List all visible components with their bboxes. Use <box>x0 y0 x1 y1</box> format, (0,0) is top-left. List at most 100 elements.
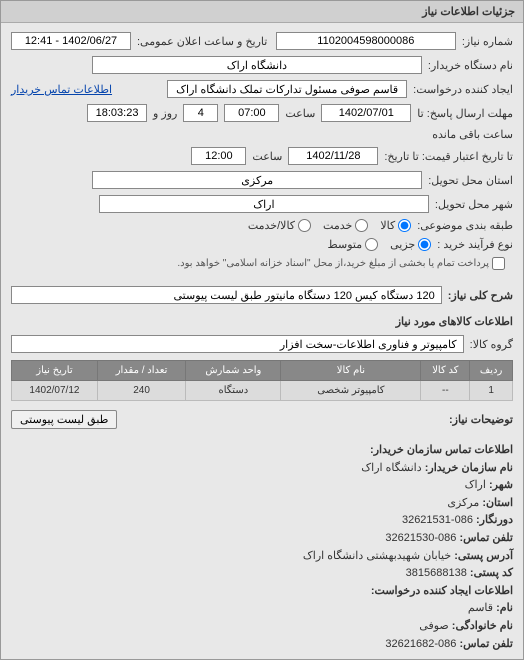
days-left-input[interactable] <box>183 104 218 122</box>
explain-label: توضیحات نیاز: <box>449 413 513 426</box>
contact-block: اطلاعات تماس سازمان خریدار: نام سازمان خ… <box>11 442 513 653</box>
remain-time-input[interactable] <box>87 104 147 122</box>
proc-partial-option[interactable]: جزیی <box>390 238 431 251</box>
proc-partial-label: جزیی <box>390 238 415 251</box>
number-label: شماره نیاز: <box>462 35 513 48</box>
th-code: کد کالا <box>421 361 470 381</box>
row-deadline: مهلت ارسال پاسخ: تا ساعت روز و ساعت باقی… <box>11 101 513 144</box>
row-validity: تا تاریخ اعتبار قیمت: تا تاریخ: ساعت <box>11 144 513 168</box>
contact-org-row: نام سازمان خریدار: دانشگاه اراک <box>11 460 513 478</box>
contact-fax-label: دورنگار: <box>476 514 513 526</box>
contact-city-value: اراک <box>465 479 486 491</box>
goods-table: ردیف کد کالا نام کالا واحد شمارش تعداد /… <box>11 360 513 401</box>
row-explain: توضیحات نیاز: طبق لیست پیوستی <box>11 407 513 432</box>
proc-note-label: پرداخت تمام یا بخشی از مبلغ خرید،از محل … <box>177 258 489 269</box>
cat-service-radio[interactable] <box>355 219 368 232</box>
contact-rphone-value: 086-32621682 <box>385 638 456 650</box>
deadline-date-input[interactable] <box>321 104 411 122</box>
contact-province-label: استان: <box>482 497 513 509</box>
validity-label: تا تاریخ اعتبار قیمت: تا تاریخ: <box>384 150 513 163</box>
details-panel: جزئیات اطلاعات نیاز شماره نیاز: تاریخ و … <box>0 0 524 660</box>
cat-goods-service-option[interactable]: کالا/خدمت <box>248 219 311 232</box>
validity-time-input[interactable] <box>191 147 246 165</box>
td-unit: دستگاه <box>186 381 281 401</box>
cat-goods-option[interactable]: کالا <box>380 219 411 232</box>
summary-input[interactable] <box>11 286 442 304</box>
goods-table-header-row: ردیف کد کالا نام کالا واحد شمارش تعداد /… <box>12 361 513 381</box>
buyer-label: نام دستگاه خریدار: <box>428 59 513 72</box>
td-code: -- <box>421 381 470 401</box>
province-label: استان محل تحویل: <box>428 174 513 187</box>
contact-rphone-row: تلفن تماس: 086-32621682 <box>11 636 513 654</box>
contact-org-value: دانشگاه اراک <box>361 462 421 474</box>
validity-date-input[interactable] <box>288 147 378 165</box>
td-name: کامپیوتر شخصی <box>281 381 421 401</box>
th-name: نام کالا <box>281 361 421 381</box>
cat-goods-label: کالا <box>380 219 395 232</box>
contact-fax-row: دورنگار: 086-32621531 <box>11 512 513 530</box>
requester-input[interactable] <box>167 80 407 98</box>
proc-partial-radio[interactable] <box>418 238 431 251</box>
table-row: 1 -- کامپیوتر شخصی دستگاه 240 1402/07/12 <box>12 381 513 401</box>
number-input[interactable] <box>276 32 456 50</box>
contact-address-value: خیابان شهیدبهشتی دانشگاه اراک <box>303 550 451 562</box>
contact-postal-row: کد پستی: 3815688138 <box>11 565 513 583</box>
row-goods-group: گروه کالا: <box>11 332 513 356</box>
row-province: استان محل تحویل: <box>11 168 513 192</box>
contact-family-row: نام خانوادگی: صوفی <box>11 618 513 636</box>
goods-table-body: 1 -- کامپیوتر شخصی دستگاه 240 1402/07/12 <box>12 381 513 401</box>
public-datetime-label: تاریخ و ساعت اعلان عمومی: <box>137 35 267 48</box>
contact-address-row: آدرس پستی: خیابان شهیدبهشتی دانشگاه اراک <box>11 548 513 566</box>
contact-postal-label: کد پستی: <box>470 567 513 579</box>
contact-phone-row: تلفن تماس: 086-32621530 <box>11 530 513 548</box>
contact-org-label: نام سازمان خریدار: <box>425 462 513 474</box>
deadline-time-input[interactable] <box>224 104 279 122</box>
th-unit: واحد شمارش <box>186 361 281 381</box>
contact-section1-title: اطلاعات تماس سازمان خریدار: <box>11 442 513 460</box>
process-label: نوع فرآیند خرید : <box>437 238 513 251</box>
attachment-button[interactable]: طبق لیست پیوستی <box>11 410 117 429</box>
row-process: نوع فرآیند خرید : جزیی متوسط پرداخت تمام… <box>11 235 513 273</box>
cat-goods-service-label: کالا/خدمت <box>248 219 295 232</box>
row-requester: ایجاد کننده درخواست: اطلاعات تماس خریدار <box>11 77 513 101</box>
buyer-contact-link[interactable]: اطلاعات تماس خریدار <box>11 83 112 96</box>
goods-table-head: ردیف کد کالا نام کالا واحد شمارش تعداد /… <box>12 361 513 381</box>
th-index: ردیف <box>470 361 513 381</box>
public-datetime-input[interactable] <box>11 32 131 50</box>
requester-label: ایجاد کننده درخواست: <box>413 83 513 96</box>
city-input[interactable] <box>99 195 429 213</box>
remain-label: ساعت باقی مانده <box>432 128 513 141</box>
contact-family-value: صوفی <box>419 620 448 632</box>
row-category: طبقه بندی موضوعی: کالا خدمت کالا/خدمت <box>11 216 513 235</box>
td-index: 1 <box>470 381 513 401</box>
contact-province-row: استان: مرکزی <box>11 495 513 513</box>
city-label: شهر محل تحویل: <box>435 198 513 211</box>
buyer-input[interactable] <box>92 56 422 74</box>
time-label-1: ساعت <box>285 107 315 120</box>
contact-city-label: شهر: <box>489 479 513 491</box>
province-input[interactable] <box>92 171 422 189</box>
proc-medium-radio[interactable] <box>365 238 378 251</box>
proc-note-option[interactable]: پرداخت تمام یا بخشی از مبلغ خرید،از محل … <box>177 257 505 270</box>
contact-phone-label: تلفن تماس: <box>459 532 513 544</box>
category-radio-group: کالا خدمت کالا/خدمت <box>248 219 411 232</box>
process-radio-group: جزیی متوسط <box>328 238 432 251</box>
row-summary: شرح کلی نیاز: <box>11 283 513 307</box>
cat-goods-service-radio[interactable] <box>298 219 311 232</box>
proc-medium-option[interactable]: متوسط <box>328 238 379 251</box>
contact-rphone-label: تلفن تماس: <box>459 638 513 650</box>
category-label: طبقه بندی موضوعی: <box>417 219 513 232</box>
contact-name-label: نام: <box>496 602 513 614</box>
proc-note-checkbox[interactable] <box>492 257 505 270</box>
th-date: تاریخ نیاز <box>12 361 98 381</box>
contact-address-label: آدرس پستی: <box>454 550 513 562</box>
contact-phone-value: 086-32621530 <box>385 532 456 544</box>
cat-service-option[interactable]: خدمت <box>323 219 368 232</box>
goods-group-input[interactable] <box>11 335 464 353</box>
contact-family-label: نام خانوادگی: <box>452 620 513 632</box>
contact-city-row: شهر: اراک <box>11 477 513 495</box>
panel-title: جزئیات اطلاعات نیاز <box>1 1 523 23</box>
cat-goods-radio[interactable] <box>398 219 411 232</box>
row-number: شماره نیاز: تاریخ و ساعت اعلان عمومی: <box>11 29 513 53</box>
contact-province-value: مرکزی <box>447 497 479 509</box>
